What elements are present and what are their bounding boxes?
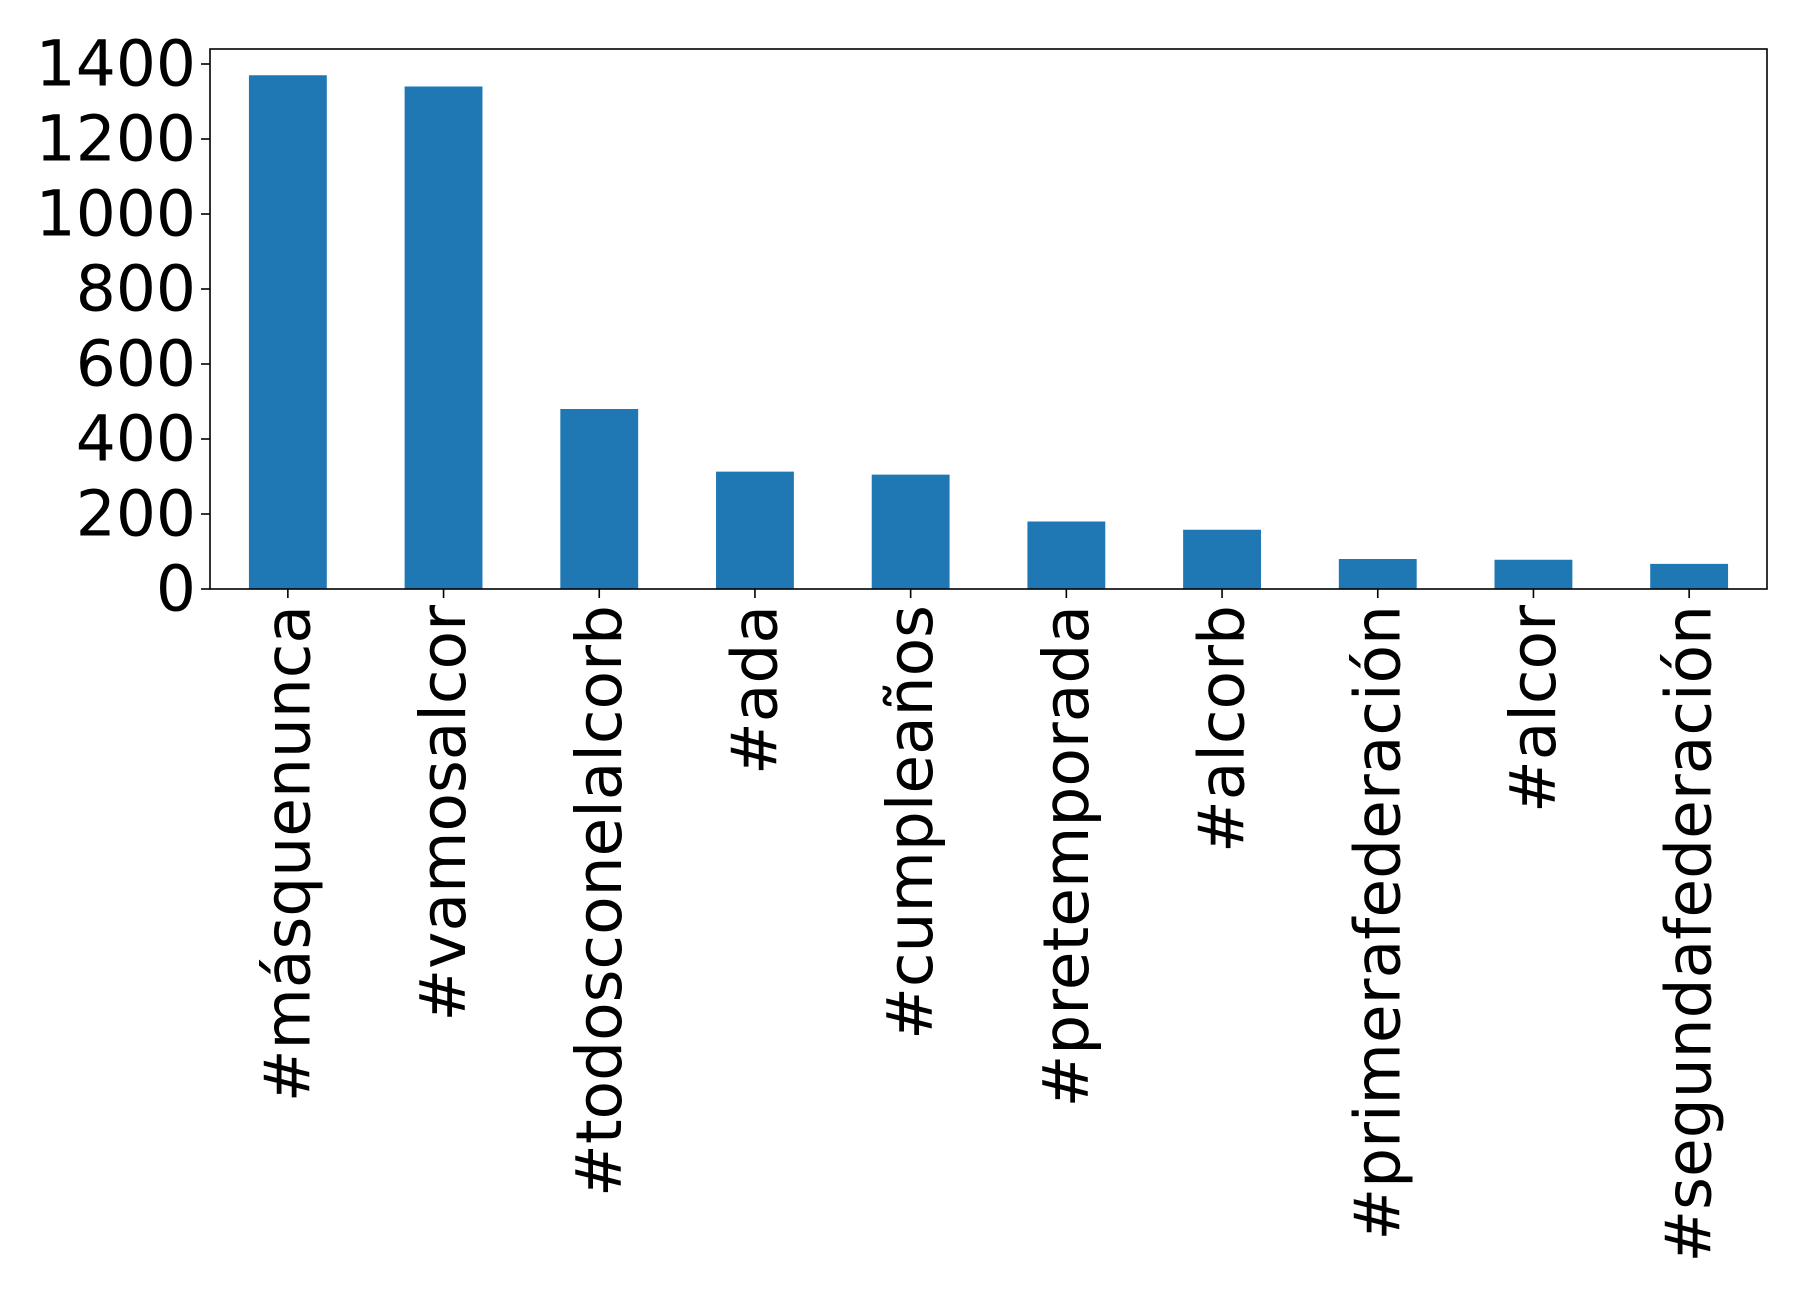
bar-7: [1338, 559, 1417, 589]
y-tick-label-0: 0: [156, 553, 196, 626]
y-tick-label-7: 1400: [36, 28, 196, 101]
bars-group: [248, 75, 1729, 590]
x-tick-label-3: #ada: [718, 605, 791, 775]
x-tick-label-2: #todosconelalcorb: [563, 605, 636, 1197]
y-tick-label-5: 1000: [36, 178, 196, 251]
x-tick-label-1: #vamosalcor: [407, 605, 480, 1022]
plot-frame: [209, 48, 1768, 590]
y-tick-label-3: 600: [76, 328, 196, 401]
x-tick-label-9: #segundafederación: [1653, 605, 1726, 1263]
x-tick-label-6: #alcorb: [1186, 605, 1259, 853]
x-tick-label-8: #alcor: [1497, 605, 1570, 813]
bar-3: [716, 471, 794, 590]
bar-6: [1183, 529, 1261, 589]
x-axis-ticks: #másquenunca #vamosalcor #todosconelalcorb…: [251, 589, 1726, 1263]
bar-2: [560, 409, 639, 589]
bar-5: [1027, 521, 1106, 589]
x-tick-label-0: #másquenunca: [251, 605, 324, 1102]
y-tick-label-1: 200: [76, 478, 196, 551]
x-tick-label-7: #primerafederación: [1341, 605, 1414, 1241]
bar-8: [1494, 559, 1573, 589]
bar-1: [404, 86, 483, 589]
x-tick-label-4: #cumpleaños: [874, 605, 947, 1040]
bar-0: [248, 75, 327, 589]
y-tick-label-4: 800: [76, 253, 196, 326]
x-tick-label-5: #pretemporada: [1030, 605, 1103, 1108]
bar-9: [1650, 563, 1729, 590]
y-tick-label-2: 400: [76, 403, 196, 476]
y-tick-label-6: 1200: [36, 103, 196, 176]
bar-4: [871, 474, 950, 590]
